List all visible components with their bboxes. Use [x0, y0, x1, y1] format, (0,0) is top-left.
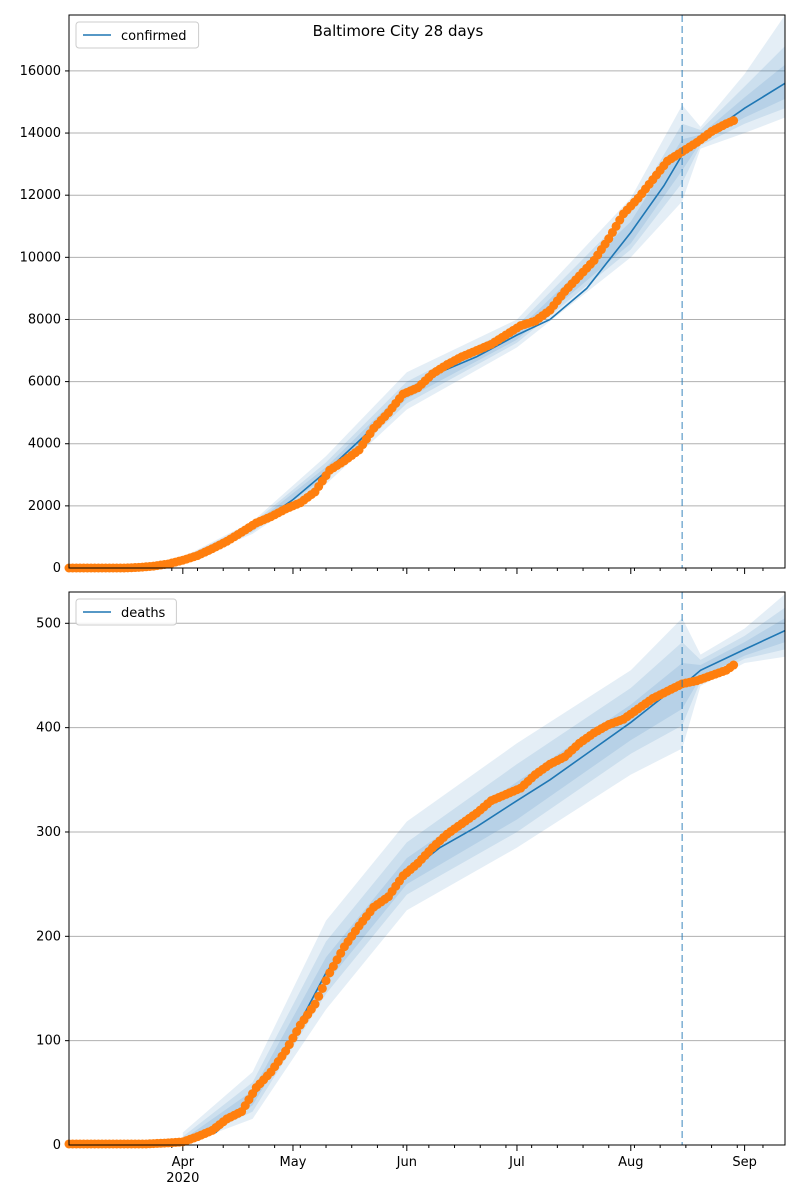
y-tick-label: 14000: [20, 126, 61, 141]
confidence-band: [182, 594, 785, 1145]
y-tick-label: 0: [53, 561, 61, 576]
x-tick-label: Aug: [618, 1155, 643, 1170]
y-tick-label: 500: [36, 616, 61, 631]
y-tick-label: 100: [36, 1034, 61, 1049]
x-tick-label: Apr: [172, 1155, 195, 1170]
confidence-band: [182, 15, 785, 564]
observed-point: [317, 983, 327, 993]
observed-point: [729, 116, 739, 126]
x-tick-label: Jul: [508, 1155, 525, 1170]
observed-points: [64, 660, 739, 1149]
y-tick-label: 8000: [28, 312, 61, 327]
legend: confirmed: [75, 21, 200, 49]
observed-point: [325, 968, 335, 978]
y-tick-label: 300: [36, 825, 61, 840]
x-tick-label: May: [280, 1155, 307, 1170]
confidence-band: [182, 64, 785, 562]
y-tick-label: 2000: [28, 499, 61, 514]
observed-point: [729, 660, 739, 670]
observed-point: [336, 948, 346, 958]
y-tick-label: 16000: [20, 64, 61, 79]
y-tick-label: 10000: [20, 250, 61, 265]
x-tick-label: 2020: [166, 1171, 199, 1186]
legend-box: [75, 598, 177, 626]
y-tick-label: 6000: [28, 375, 61, 390]
legend-box: [75, 21, 200, 49]
observed-point: [310, 999, 320, 1009]
legend-label: confirmed: [121, 29, 187, 44]
plot-frame: [68, 14, 786, 569]
observed-point: [288, 1033, 298, 1043]
confidence-bands: [182, 594, 785, 1145]
y-tick-label: 12000: [20, 188, 61, 203]
observed-point: [321, 976, 331, 986]
figure-title: Baltimore City 28 days: [313, 22, 484, 40]
observed-point: [284, 1040, 294, 1050]
plot-frame: [68, 591, 786, 1146]
y-tick-label: 0: [53, 1138, 61, 1153]
x-tick-label: Sep: [732, 1155, 757, 1170]
observed-point: [332, 955, 342, 965]
observed-point: [281, 1046, 291, 1056]
observed-point: [328, 961, 338, 971]
observed-points: [64, 116, 739, 573]
x-tick-label: Jun: [396, 1155, 417, 1170]
y-tick-label: 400: [36, 721, 61, 736]
y-tick-label: 200: [36, 929, 61, 944]
legend: deaths: [75, 598, 177, 626]
legend-label: deaths: [121, 606, 166, 621]
observed-point: [314, 991, 324, 1001]
confirmed-panel: 0 2000 4000 6000 8000 10000 12000 14000 16000 con…: [20, 14, 786, 576]
observed-point: [292, 1027, 302, 1037]
y-tick-label: 4000: [28, 437, 61, 452]
confidence-band: [182, 607, 785, 1145]
confidence-bands: [182, 15, 785, 564]
